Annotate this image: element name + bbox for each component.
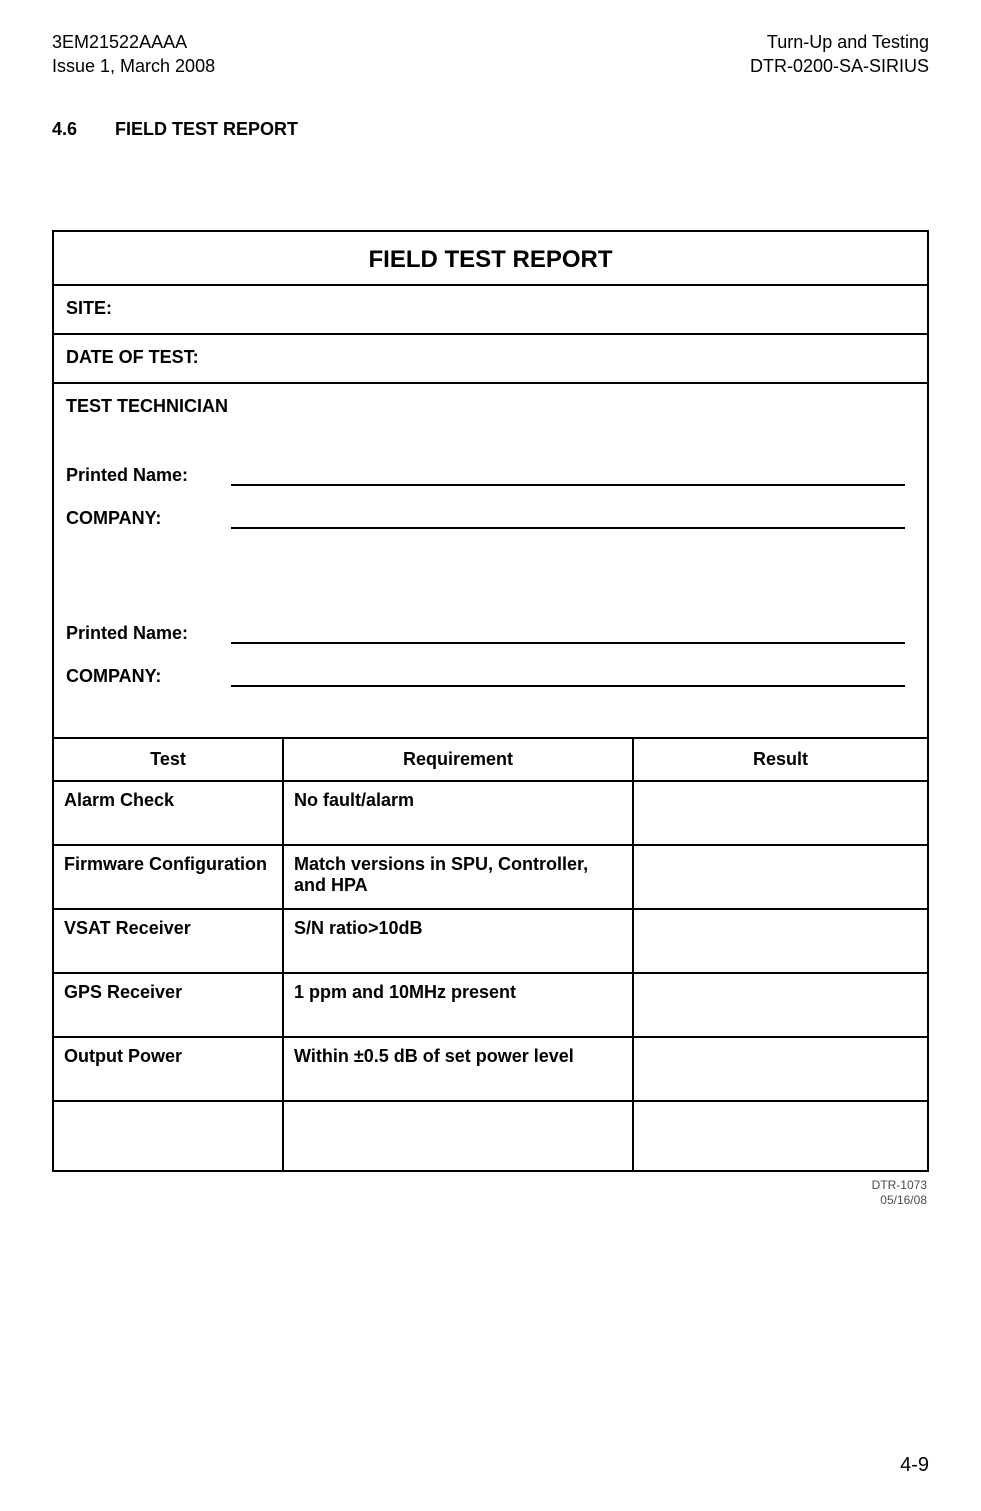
cell-result: [633, 1101, 928, 1171]
table-row: [53, 1101, 928, 1171]
cell-requirement: S/N ratio>10dB: [283, 909, 633, 973]
doc-id: 3EM21522AAAA: [52, 30, 215, 54]
cell-test: Output Power: [53, 1037, 283, 1101]
results-header-row: Test Requirement Result: [53, 738, 928, 781]
table-row: VSAT Receiver S/N ratio>10dB: [53, 909, 928, 973]
cell-requirement: 1 ppm and 10MHz present: [283, 973, 633, 1037]
printed-name-underline-2: [231, 624, 905, 644]
cell-test: [53, 1101, 283, 1171]
technician-label: TEST TECHNICIAN: [66, 396, 915, 417]
printed-name-underline-1: [231, 466, 905, 486]
doc-title: Turn-Up and Testing: [750, 30, 929, 54]
header-left: 3EM21522AAAA Issue 1, March 2008: [52, 30, 215, 79]
table-row: Output Power Within ±0.5 dB of set power…: [53, 1037, 928, 1101]
printed-name-label-1: Printed Name:: [66, 465, 231, 486]
section-title: FIELD TEST REPORT: [115, 119, 298, 139]
issue-date: Issue 1, March 2008: [52, 54, 215, 78]
cell-result: [633, 1037, 928, 1101]
technician-row: TEST TECHNICIAN Printed Name: COMPANY: P…: [53, 383, 928, 738]
footnote-code: DTR-1073: [52, 1178, 927, 1193]
table-row: GPS Receiver 1 ppm and 10MHz present: [53, 973, 928, 1037]
form-title: FIELD TEST REPORT: [53, 231, 928, 285]
cell-requirement: Match versions in SPU, Controller, and H…: [283, 845, 633, 909]
cell-test: Alarm Check: [53, 781, 283, 845]
cell-result: [633, 845, 928, 909]
table-row: Alarm Check No fault/alarm: [53, 781, 928, 845]
cell-test: GPS Receiver: [53, 973, 283, 1037]
col-result: Result: [633, 738, 928, 781]
header-right: Turn-Up and Testing DTR-0200-SA-SIRIUS: [750, 30, 929, 79]
footnote: DTR-1073 05/16/08: [52, 1178, 929, 1208]
company-line-1: COMPANY:: [66, 508, 915, 529]
table-row: Firmware Configuration Match versions in…: [53, 845, 928, 909]
footnote-date: 05/16/08: [52, 1193, 927, 1208]
section-heading: 4.6 FIELD TEST REPORT: [52, 119, 929, 140]
date-row: DATE OF TEST:: [53, 334, 928, 383]
doc-code: DTR-0200-SA-SIRIUS: [750, 54, 929, 78]
site-row: SITE:: [53, 285, 928, 334]
page-header: 3EM21522AAAA Issue 1, March 2008 Turn-Up…: [52, 30, 929, 79]
printed-name-label-2: Printed Name:: [66, 623, 231, 644]
cell-result: [633, 909, 928, 973]
company-underline-2: [231, 667, 905, 687]
section-number: 4.6: [52, 119, 77, 140]
field-test-report-form: FIELD TEST REPORT SITE: DATE OF TEST: TE…: [52, 230, 929, 739]
col-test: Test: [53, 738, 283, 781]
cell-requirement: No fault/alarm: [283, 781, 633, 845]
cell-requirement: [283, 1101, 633, 1171]
company-label-1: COMPANY:: [66, 508, 231, 529]
page-number: 4-9: [900, 1454, 929, 1477]
company-line-2: COMPANY:: [66, 666, 915, 687]
results-table: Test Requirement Result Alarm Check No f…: [52, 737, 929, 1172]
company-label-2: COMPANY:: [66, 666, 231, 687]
col-requirement: Requirement: [283, 738, 633, 781]
cell-result: [633, 781, 928, 845]
cell-requirement: Within ±0.5 dB of set power level: [283, 1037, 633, 1101]
printed-name-line-2: Printed Name:: [66, 623, 915, 644]
cell-test: VSAT Receiver: [53, 909, 283, 973]
company-underline-1: [231, 509, 905, 529]
printed-name-line-1: Printed Name:: [66, 465, 915, 486]
cell-result: [633, 973, 928, 1037]
cell-test: Firmware Configuration: [53, 845, 283, 909]
